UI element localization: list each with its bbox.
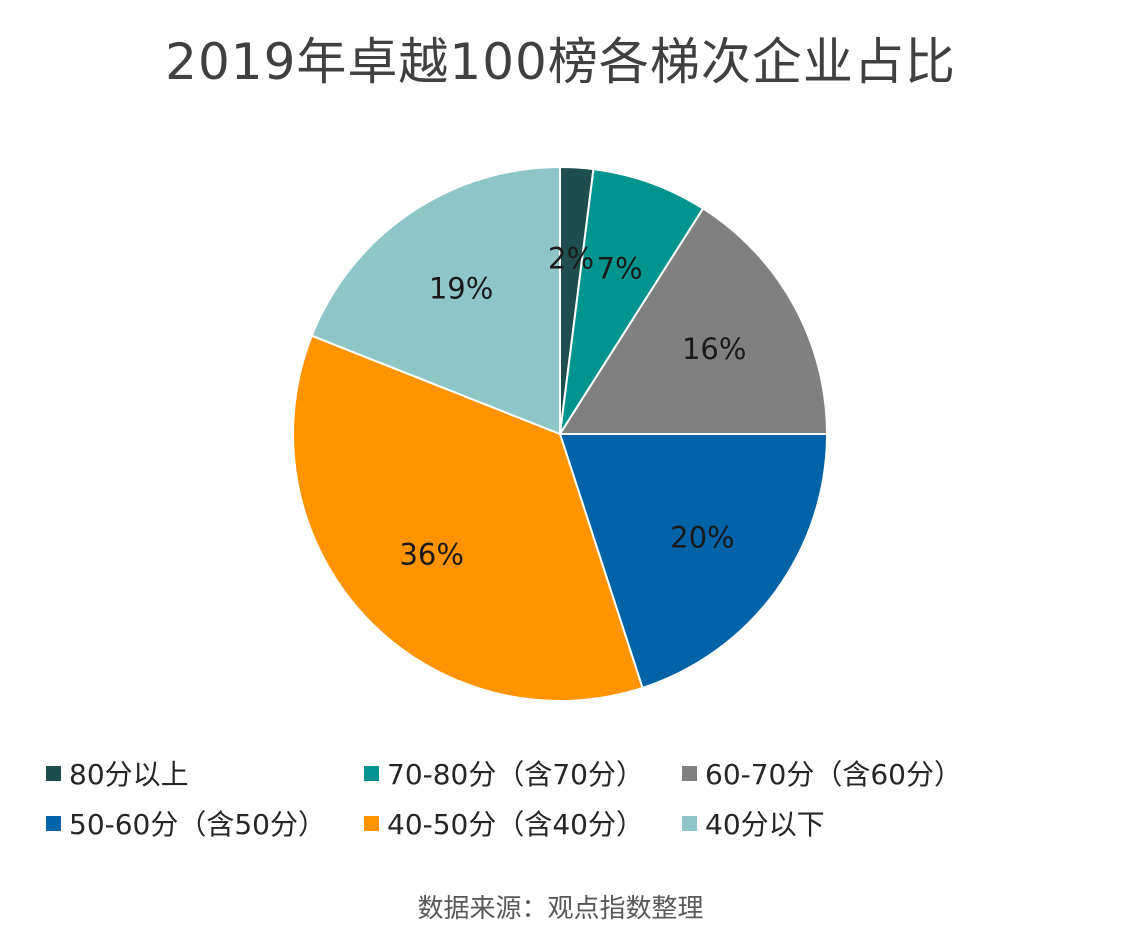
legend-item-below-40: 40分以下 [682,803,825,843]
data-source-note: 数据来源：观点指数整理 [417,894,704,924]
data-label-40-50: 36% [399,537,463,571]
chart-title: 2019年卓越100榜各梯次企业占比 [165,33,956,91]
data-label-below-40: 19% [429,271,493,305]
legend-item-80-plus: 80分以上 [46,753,364,793]
legend-swatch-40-50 [364,815,379,831]
data-label-50-60: 20% [670,520,734,554]
legend-swatch-below-40 [682,815,697,831]
data-label-60-70: 16% [682,332,746,366]
pie-slice-70-80 [559,167,705,435]
legend-swatch-50-60 [46,815,61,831]
legend-row-1: 80分以上 70-80分（含70分） 60-70分（含60分） [46,748,1106,798]
legend-item-70-80: 70-80分（含70分） [364,753,682,793]
legend-label-50-60: 50-60分（含50分） [69,808,326,841]
legend-label-70-80: 70-80分（含70分） [387,758,644,791]
legend-swatch-80-plus [46,765,61,781]
pie-slice-50-60 [558,433,829,690]
pie-slice-40-50 [292,334,644,702]
legend-item-40-50: 40-50分（含40分） [364,803,682,843]
legend-row-2: 50-60分（含50分） 40-50分（含40分） 40分以下 [46,798,1106,848]
legend: 80分以上 70-80分（含70分） 60-70分（含60分） 50-60分（含… [46,748,1106,848]
legend-item-60-70: 60-70分（含60分） [682,753,962,793]
legend-label-60-70: 60-70分（含60分） [705,758,962,791]
legend-swatch-60-70 [682,765,697,781]
legend-label-40-50: 40-50分（含40分） [387,808,644,841]
legend-swatch-70-80 [364,765,379,781]
legend-label-80-plus: 80分以上 [69,758,189,791]
legend-label-below-40: 40分以下 [705,808,825,841]
pie-slice-below-40 [310,165,561,436]
data-label-70-80: 7% [597,251,643,285]
data-label-80-plus: 2% [548,241,594,275]
legend-item-50-60: 50-60分（含50分） [46,803,364,843]
pie-slice-60-70 [558,207,829,435]
